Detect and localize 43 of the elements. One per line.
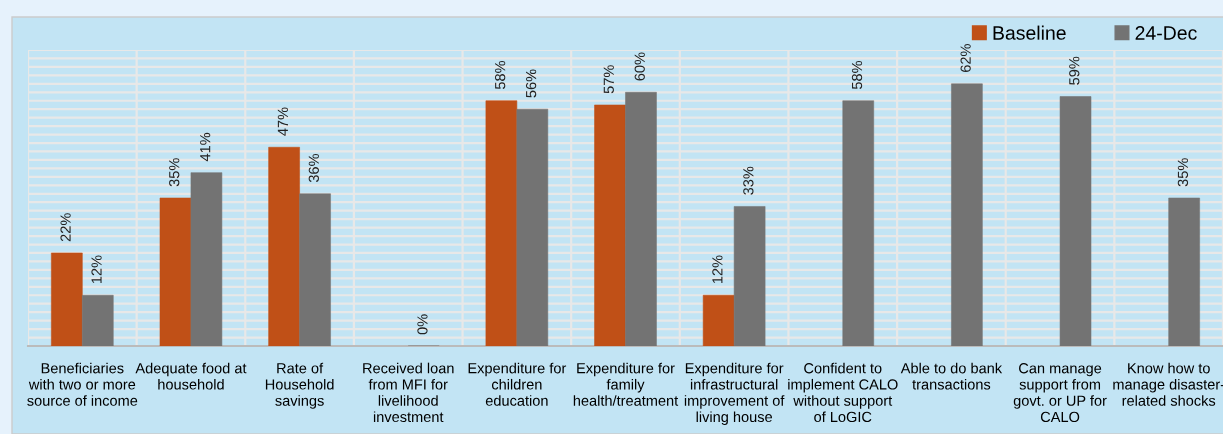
bar xyxy=(951,83,983,346)
bar xyxy=(842,100,875,346)
data-label: 60% xyxy=(634,52,645,81)
data-label: 12% xyxy=(712,255,723,284)
x-tick-label: Expenditure for family health/treatment xyxy=(573,362,679,406)
bar xyxy=(1168,197,1200,346)
data-label: 0% xyxy=(417,314,428,335)
data-label: 36% xyxy=(308,153,319,183)
x-tick-label: Able to do bank transactions xyxy=(900,362,1003,390)
bar xyxy=(51,252,83,346)
bar xyxy=(299,193,331,346)
bar xyxy=(190,172,223,346)
data-label: 41% xyxy=(200,132,211,162)
x-tick-label: Can manage support from govt. or UP for CALO xyxy=(1013,363,1107,423)
bar xyxy=(82,294,114,346)
bar xyxy=(625,92,657,346)
x-tick-label: Expenditure for children education xyxy=(468,362,567,406)
legend-label: 24-Dec xyxy=(1135,26,1197,40)
x-tick-label: Rate of Household savings xyxy=(265,362,334,409)
data-label: 56% xyxy=(525,69,537,98)
data-label: 12% xyxy=(91,255,102,284)
bar xyxy=(516,108,549,346)
data-label: 47% xyxy=(277,107,288,136)
data-label: 62% xyxy=(960,44,971,72)
data-label: 35% xyxy=(1177,158,1189,187)
legend-label: Baseline xyxy=(993,25,1066,40)
bar xyxy=(1059,96,1092,346)
bar xyxy=(733,206,766,346)
data-label: 33% xyxy=(743,166,754,195)
bar xyxy=(702,294,735,346)
data-label: 57% xyxy=(603,65,614,94)
bar xyxy=(485,100,518,346)
data-label: 59% xyxy=(1069,56,1080,85)
data-label: 22% xyxy=(60,213,71,242)
x-tick-label: Confident to implement CALO without support of LoGIC xyxy=(788,362,898,423)
bar xyxy=(268,146,300,346)
data-label: 58% xyxy=(494,60,506,90)
bar xyxy=(159,197,192,346)
bar xyxy=(594,104,626,346)
x-tick-label: Received loan from MFI for livelihood investment xyxy=(363,362,454,423)
data-label: 35% xyxy=(169,158,180,187)
data-label: 58% xyxy=(851,60,863,90)
x-tick-label: Expenditure for infrastructural improvement of living house xyxy=(684,362,785,425)
